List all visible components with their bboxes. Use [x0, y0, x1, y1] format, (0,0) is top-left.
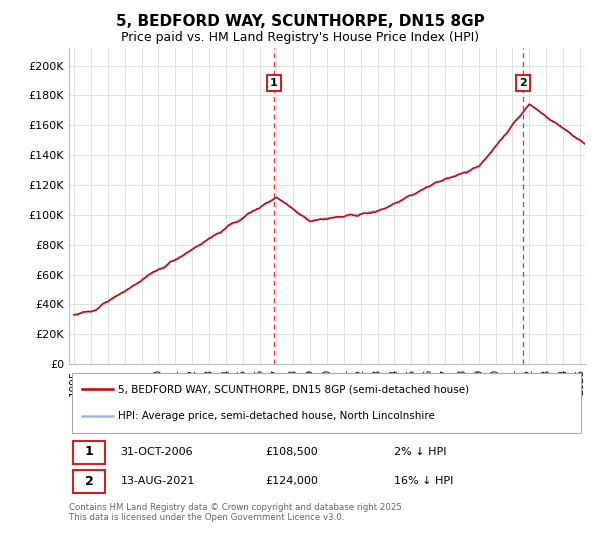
Text: £124,000: £124,000 — [265, 477, 318, 486]
Text: 13-AUG-2021: 13-AUG-2021 — [121, 477, 195, 486]
Text: 31-OCT-2006: 31-OCT-2006 — [121, 447, 193, 457]
Text: 2: 2 — [519, 78, 527, 88]
Text: 2: 2 — [85, 475, 94, 488]
Text: £108,500: £108,500 — [265, 447, 318, 457]
Text: 2% ↓ HPI: 2% ↓ HPI — [394, 447, 446, 457]
Text: Contains HM Land Registry data © Crown copyright and database right 2025.
This d: Contains HM Land Registry data © Crown c… — [69, 503, 404, 522]
Text: Price paid vs. HM Land Registry's House Price Index (HPI): Price paid vs. HM Land Registry's House … — [121, 31, 479, 44]
Text: 16% ↓ HPI: 16% ↓ HPI — [394, 477, 454, 486]
FancyBboxPatch shape — [73, 441, 105, 464]
Text: HPI: Average price, semi-detached house, North Lincolnshire: HPI: Average price, semi-detached house,… — [118, 412, 435, 421]
FancyBboxPatch shape — [71, 374, 581, 433]
Text: 5, BEDFORD WAY, SCUNTHORPE, DN15 8GP: 5, BEDFORD WAY, SCUNTHORPE, DN15 8GP — [116, 14, 484, 29]
Text: 1: 1 — [269, 78, 277, 88]
Text: 1: 1 — [85, 445, 94, 459]
FancyBboxPatch shape — [73, 470, 105, 493]
Text: 5, BEDFORD WAY, SCUNTHORPE, DN15 8GP (semi-detached house): 5, BEDFORD WAY, SCUNTHORPE, DN15 8GP (se… — [118, 384, 469, 394]
